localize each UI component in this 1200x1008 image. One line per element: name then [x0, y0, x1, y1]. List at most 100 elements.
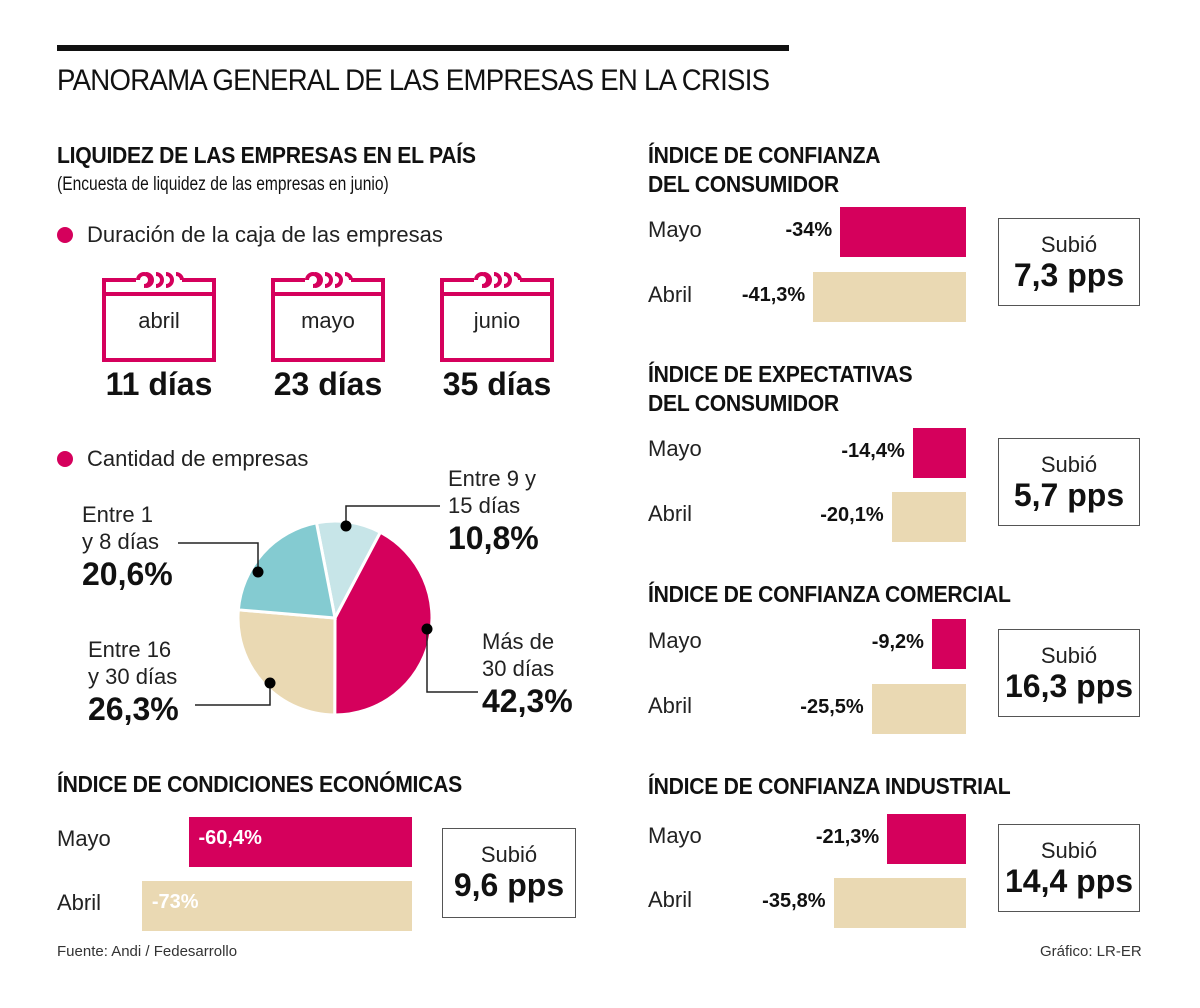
row-label-mayo: Mayo	[648, 436, 702, 461]
cantidad-legend: Cantidad de empresas	[57, 446, 308, 472]
pie-slice	[236, 521, 337, 620]
pie-leader-line	[195, 683, 271, 706]
pie-leader-dot	[264, 677, 276, 689]
expectativas-consumidor-title: ÍNDICE DE EXPECTATIVAS DEL CONSUMIDOR	[648, 360, 913, 418]
row-label-abril: Abril	[648, 693, 693, 718]
bar-mayo	[931, 619, 966, 669]
title-line1: ÍNDICE DE CONFIANZA	[648, 142, 881, 168]
cantidad-label: Cantidad de empresas	[87, 446, 309, 471]
expectativas-consumidor-change-box: Subió 5,7 pps	[998, 438, 1140, 526]
liquidez-subtitle: (Encuesta de liquidez de las empresas en…	[57, 174, 389, 195]
pie-leader-dot	[340, 520, 352, 532]
bar-abril	[813, 272, 966, 322]
calendar-icon	[440, 272, 554, 362]
pie-leader-dot	[421, 623, 433, 635]
source-note: Fuente: Andi / Fedesarrollo	[57, 943, 238, 960]
confianza-comercial-change-box: Subió 16,3 pps	[998, 629, 1140, 717]
confianza-industrial-title: ÍNDICE DE CONFIANZA INDUSTRIAL	[648, 773, 1011, 799]
change-label: Subió	[1040, 232, 1098, 257]
row-label-abril: Abril	[648, 282, 693, 307]
bar-value-label: -9,2%	[871, 631, 924, 653]
calendar-month: mayo	[301, 308, 355, 333]
economicas-title: ÍNDICE DE CONDICIONES ECONÓMICAS	[57, 771, 463, 797]
change-label: Subió	[480, 842, 538, 867]
change-label: Subió	[1040, 643, 1098, 668]
row-label-mayo: Mayo	[648, 628, 702, 653]
calendar-days: 35 días	[442, 366, 552, 402]
pie-label-pct: 26,3%	[88, 691, 179, 727]
calendar-icon	[271, 272, 385, 362]
calendar-icon	[102, 272, 216, 362]
calendar-abril: abril 11 días	[102, 262, 216, 402]
bar-value-label: -41,3%	[741, 284, 806, 306]
bar-value-label: -20,1%	[820, 504, 884, 526]
bar-abril	[141, 881, 412, 931]
bar-abril	[871, 684, 966, 734]
bar-mayo	[188, 817, 412, 867]
pie-label-pct: 42,3%	[482, 683, 573, 719]
pie-label-line2: 30 días	[482, 656, 555, 681]
bar-value-label: -73%	[151, 891, 199, 913]
confianza-consumidor-title: ÍNDICE DE CONFIANZA DEL CONSUMIDOR	[648, 141, 881, 199]
change-value: 5,7 pps	[1013, 477, 1125, 513]
bullet-dot-icon	[57, 451, 73, 467]
title-line2: DEL CONSUMIDOR	[648, 390, 839, 416]
pie-leader-line	[345, 505, 440, 526]
pie-label-line1: Entre 16	[88, 637, 172, 662]
bar-mayo	[912, 428, 966, 478]
header-rule	[57, 45, 789, 51]
pie-label-line1: Entre 1	[82, 502, 153, 527]
bar-mayo	[840, 207, 966, 257]
confianza-industrial-change-box: Subió 14,4 pps	[998, 824, 1140, 912]
pie-label-line1: Entre 9 y	[448, 466, 537, 491]
bar-mayo	[887, 814, 966, 864]
pie-label-1-8: Entre 1 y 8 días 20,6%	[82, 501, 173, 593]
calendar-days: 23 días	[273, 366, 383, 402]
calendar-days: 11 días	[105, 366, 213, 402]
pie-slice	[236, 608, 337, 717]
change-label: Subió	[1040, 452, 1098, 477]
bullet-dot-icon	[57, 227, 73, 243]
pie-label-line2: y 8 días	[82, 529, 160, 554]
title-line1: ÍNDICE DE EXPECTATIVAS	[648, 361, 913, 387]
row-label-mayo: Mayo	[648, 217, 702, 242]
pie-chart	[178, 505, 478, 717]
change-label: Subió	[1040, 838, 1098, 863]
row-label-abril: Abril	[57, 890, 102, 915]
bar-value-label: -21,3%	[815, 826, 880, 848]
row-label-mayo: Mayo	[57, 826, 111, 851]
bar-value-label: -35,8%	[762, 890, 826, 912]
pie-slice	[333, 530, 434, 717]
bar-abril	[833, 878, 966, 928]
page-title: PANORAMA GENERAL DE LAS EMPRESAS EN LA C…	[57, 64, 770, 97]
pie-label-pct: 10,8%	[448, 520, 539, 556]
row-label-abril: Abril	[648, 887, 693, 912]
bar-value-label: -34%	[785, 219, 833, 241]
change-value: 16,3 pps	[1004, 668, 1134, 704]
pie-label-line2: 15 días	[448, 493, 521, 518]
calendar-junio: junio 35 días	[440, 262, 554, 402]
calendar-month: junio	[473, 308, 521, 333]
liquidez-title: LIQUIDEZ DE LAS EMPRESAS EN EL PAÍS	[57, 142, 476, 168]
pie-label-line1: Más de	[482, 629, 555, 654]
bar-value-label: -60,4%	[198, 827, 262, 849]
pie-label-30plus: Más de 30 días 42,3%	[482, 628, 573, 720]
bar-abril	[891, 492, 966, 542]
duracion-label: Duración de la caja de las empresas	[87, 222, 443, 247]
change-value: 9,6 pps	[453, 867, 565, 903]
credit-note: Gráfico: LR-ER	[1040, 943, 1142, 960]
bar-value-label: -25,5%	[800, 696, 864, 718]
pie-label-line2: y 30 días	[88, 664, 178, 689]
pie-label-16-30: Entre 16 y 30 días 26,3%	[88, 636, 179, 728]
confianza-comercial-title: ÍNDICE DE CONFIANZA COMERCIAL	[648, 581, 1011, 607]
row-label-abril: Abril	[648, 501, 693, 526]
pie-label-pct: 20,6%	[82, 556, 173, 592]
pie-label-9-15: Entre 9 y 15 días 10,8%	[448, 465, 539, 557]
pie-leader-line	[178, 542, 259, 572]
calendar-mayo: mayo 23 días	[271, 262, 385, 402]
confianza-consumidor-change-box: Subió 7,3 pps	[998, 218, 1140, 306]
bar-value-label: -14,4%	[841, 440, 905, 462]
economicas-change-box: Subió 9,6 pps	[442, 828, 576, 918]
pie-leader-dot	[252, 566, 264, 578]
pie-leader-line	[426, 629, 478, 693]
